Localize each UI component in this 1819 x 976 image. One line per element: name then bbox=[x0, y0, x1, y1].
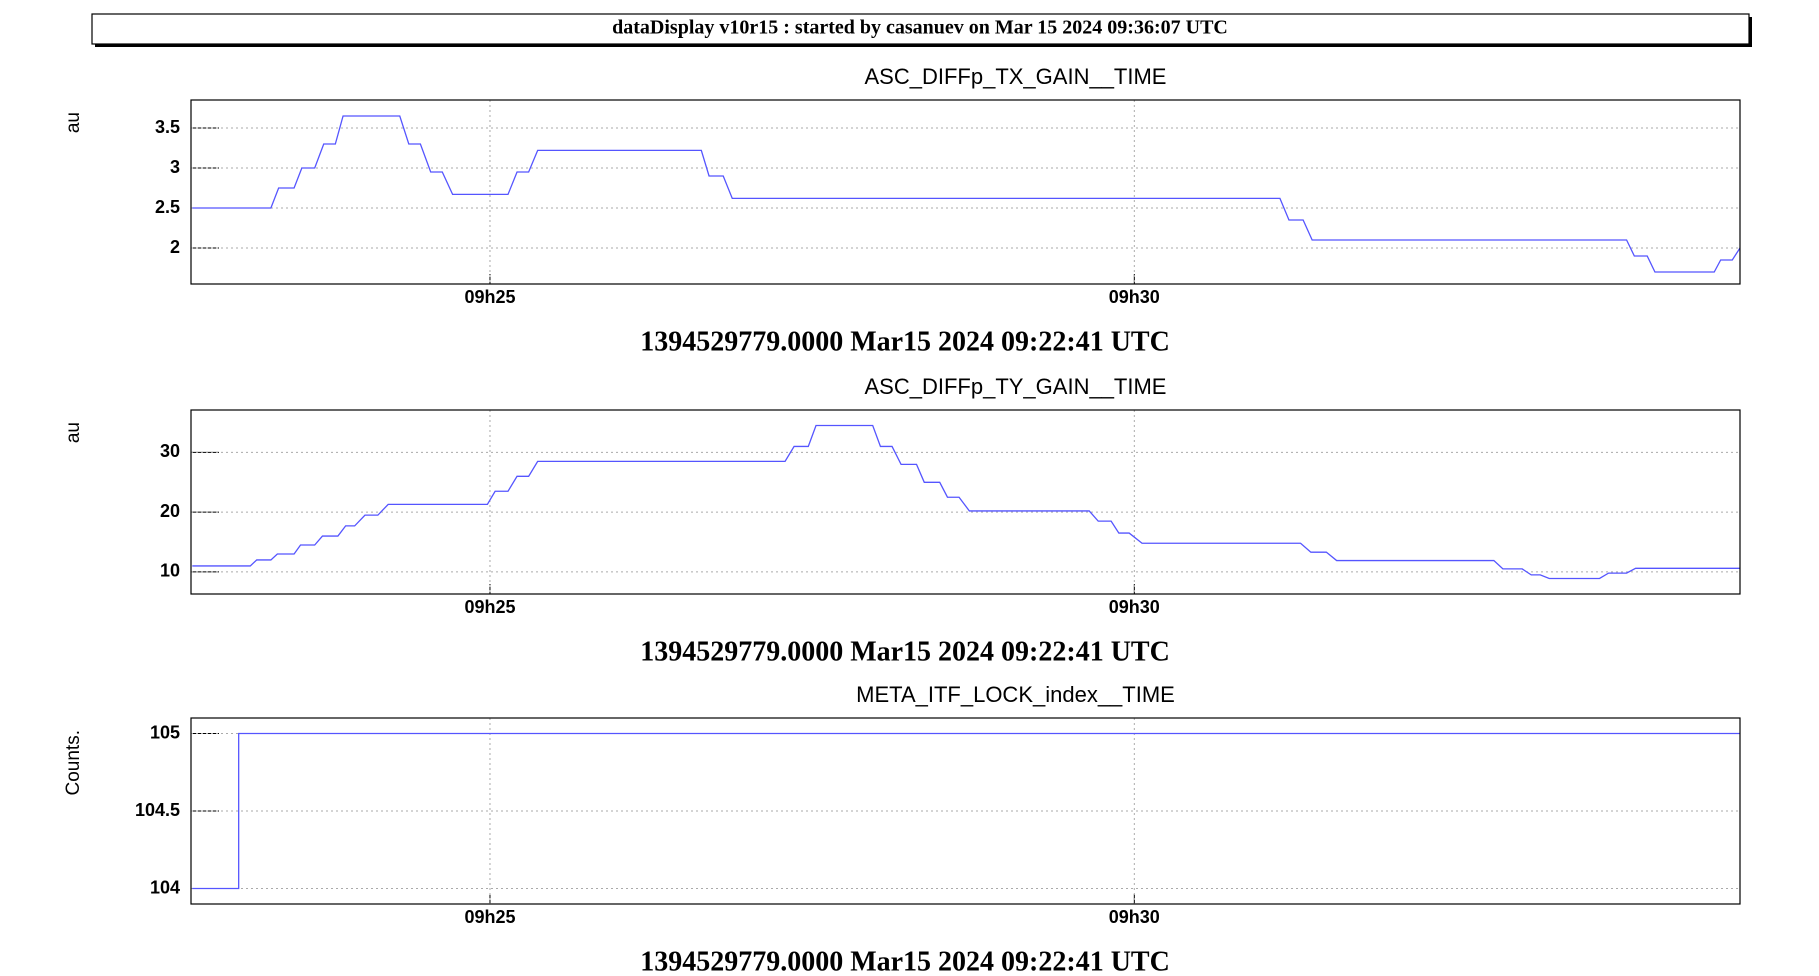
x-tick-label: 09h30 bbox=[1109, 287, 1160, 307]
y-tick-label: 30 bbox=[160, 441, 180, 461]
y-tick-label: 104.5 bbox=[135, 800, 180, 820]
plot-frame bbox=[190, 99, 1741, 285]
y-axis-label: au bbox=[63, 422, 84, 443]
plot-frame bbox=[190, 409, 1741, 595]
y-axis-label: Counts. bbox=[63, 730, 84, 795]
chart-title: ASC_DIFFp_TX_GAIN__TIME bbox=[865, 64, 1167, 89]
y-tick-label: 104 bbox=[150, 877, 180, 897]
chart-title: META_ITF_LOCK_index__TIME bbox=[856, 682, 1175, 707]
y-tick-label: 2 bbox=[170, 237, 180, 257]
plot-frame bbox=[190, 717, 1741, 905]
x-axis-label: 1394529779.0000 Mar15 2024 09:22:41 UTC bbox=[640, 636, 1170, 667]
chart-title: ASC_DIFFp_TY_GAIN__TIME bbox=[865, 374, 1167, 399]
x-axis-label: 1394529779.0000 Mar15 2024 09:22:41 UTC bbox=[640, 326, 1170, 357]
x-tick-label: 09h25 bbox=[464, 597, 515, 617]
data-line bbox=[192, 115, 1741, 273]
x-tick-label: 09h30 bbox=[1109, 907, 1160, 927]
y-tick-label: 105 bbox=[150, 722, 180, 742]
header-box bbox=[91, 13, 1750, 45]
x-axis-label: 1394529779.0000 Mar15 2024 09:22:41 UTC bbox=[640, 946, 1170, 976]
y-tick-label: 3 bbox=[170, 157, 180, 177]
data-line bbox=[192, 424, 1740, 580]
y-tick-label: 20 bbox=[160, 501, 180, 521]
y-tick-label: 10 bbox=[160, 561, 180, 581]
x-tick-label: 09h25 bbox=[464, 907, 515, 927]
y-axis-label: au bbox=[63, 112, 84, 133]
x-tick-label: 09h30 bbox=[1109, 597, 1160, 617]
y-tick-label: 3.5 bbox=[155, 117, 180, 137]
header-title: dataDisplay v10r15 : started by casanuev… bbox=[612, 17, 1228, 39]
x-tick-label: 09h25 bbox=[464, 287, 515, 307]
y-tick-label: 2.5 bbox=[155, 197, 180, 217]
data-line bbox=[192, 732, 1740, 890]
